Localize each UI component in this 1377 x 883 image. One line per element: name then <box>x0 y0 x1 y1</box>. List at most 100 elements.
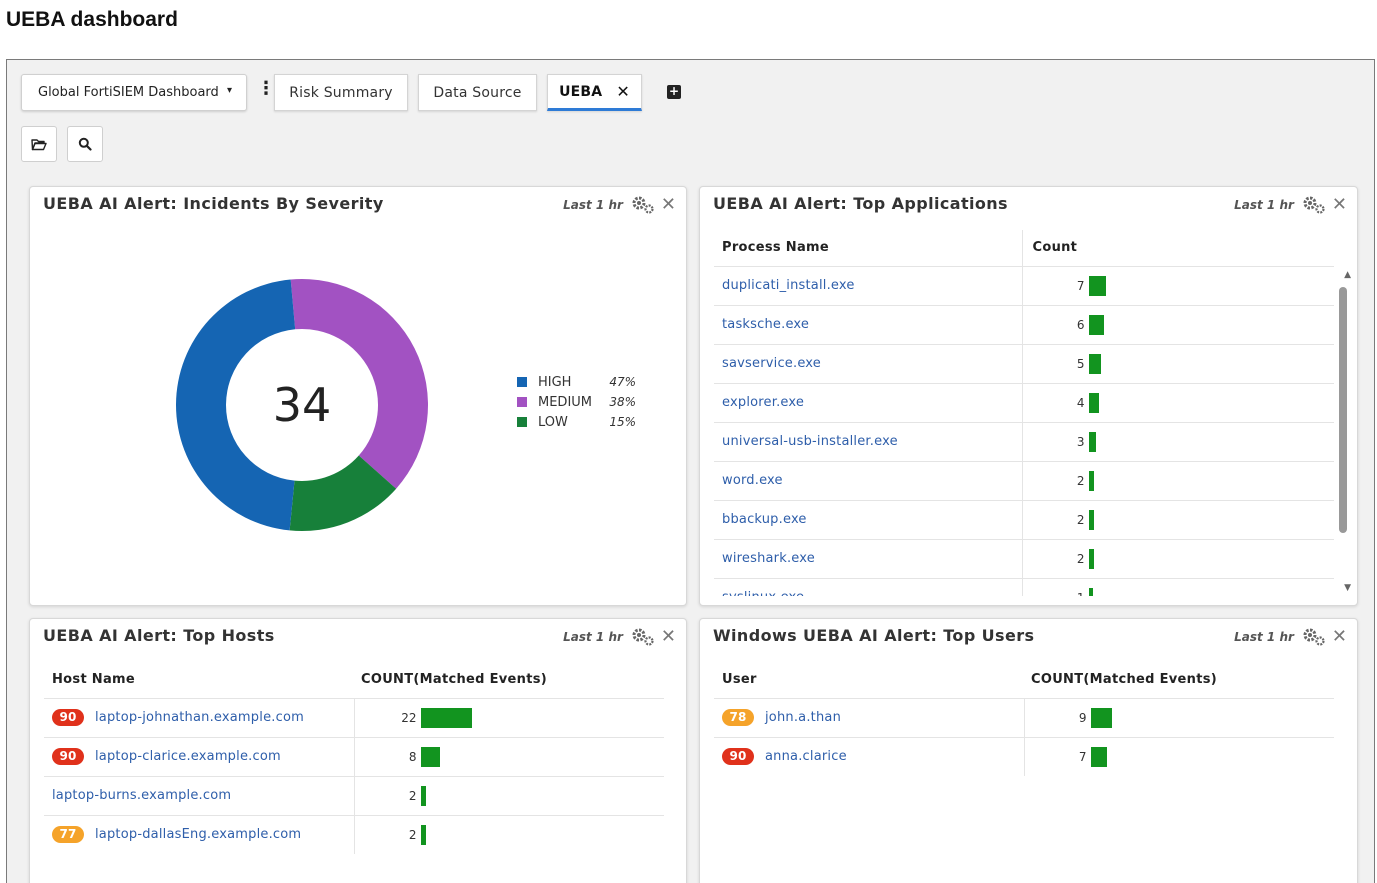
name-link[interactable]: word.exe <box>722 473 783 488</box>
name-link[interactable]: duplicati_install.exe <box>722 278 855 293</box>
name-link[interactable]: anna.clarice <box>765 749 847 765</box>
count-value: 8 <box>408 749 417 764</box>
search-button[interactable] <box>67 126 103 162</box>
dashboard-select[interactable]: Global FortiSIEM Dashboard ▾ <box>21 74 247 111</box>
tab-data-source[interactable]: Data Source <box>418 74 537 111</box>
table-row[interactable]: 90 laptop-clarice.example.com 8 <box>44 736 664 776</box>
more-icon[interactable]: ⋮ <box>257 78 275 99</box>
table-row[interactable]: tasksche.exe 6 <box>714 304 1334 344</box>
count-cell: 5 <box>1021 343 1334 383</box>
time-range-label[interactable]: Last 1 hr <box>563 630 623 644</box>
count-value: 9 <box>1078 710 1087 725</box>
scrollbar-thumb[interactable] <box>1339 287 1347 533</box>
severity-legend: HIGH 47% MEDIUM 38% LOW 15% <box>517 372 636 432</box>
table-row[interactable]: duplicati_install.exe 7 <box>714 265 1334 305</box>
dashboard-select-label: Global FortiSIEM Dashboard <box>38 85 219 100</box>
count-value: 2 <box>408 788 417 803</box>
table-row[interactable]: bbackup.exe 2 <box>714 499 1334 539</box>
table-row[interactable]: wireshark.exe 2 <box>714 538 1334 578</box>
name-link[interactable]: savservice.exe <box>722 356 821 371</box>
name-link[interactable]: laptop-burns.example.com <box>52 788 232 803</box>
scroll-up-icon[interactable]: ▲ <box>1344 270 1351 280</box>
count-value: 2 <box>408 827 417 842</box>
count-cell: 7 <box>1021 265 1334 305</box>
name-link[interactable]: laptop-dallasEng.example.com <box>95 827 302 843</box>
count-cell: 2 <box>1021 499 1334 539</box>
count-cell: 2 <box>353 775 664 815</box>
count-value: 2 <box>1076 473 1085 488</box>
table-row[interactable]: savservice.exe 5 <box>714 343 1334 383</box>
count-cell: 2 <box>1021 460 1334 500</box>
settings-gears-icon[interactable] <box>631 627 655 647</box>
tab-risk-summary[interactable]: Risk Summary <box>274 74 408 111</box>
legend-item-high[interactable]: HIGH 47% <box>517 372 636 392</box>
name-link[interactable]: syslinux.exe <box>722 590 804 596</box>
close-tab-icon[interactable]: ✕ <box>616 82 630 101</box>
name-cell: savservice.exe <box>714 343 1022 383</box>
legend-pct: 38% <box>609 395 636 409</box>
close-icon[interactable]: ✕ <box>660 626 676 647</box>
risk-score-badge: 77 <box>52 826 84 844</box>
time-range-label[interactable]: Last 1 hr <box>1234 630 1294 644</box>
donut-slice-medium[interactable] <box>290 279 429 489</box>
table-row[interactable]: word.exe 2 <box>714 460 1334 500</box>
table-row[interactable]: 90 anna.clarice 7 <box>714 736 1334 776</box>
settings-gears-icon[interactable] <box>1302 627 1326 647</box>
table-row[interactable]: explorer.exe 4 <box>714 382 1334 422</box>
count-value: 2 <box>1076 512 1085 527</box>
add-tab-icon[interactable]: + <box>667 84 681 99</box>
count-bar <box>420 785 426 806</box>
table-row[interactable]: universal-usb-installer.exe 3 <box>714 421 1334 461</box>
donut-slice-low[interactable] <box>289 455 397 531</box>
name-link[interactable]: john.a.than <box>765 710 842 725</box>
applications-table-viewport[interactable]: Process Name Count duplicati_install.exe… <box>714 230 1334 596</box>
name-cell: 77 laptop-dallasEng.example.com <box>44 814 354 854</box>
count-bar <box>420 707 472 728</box>
table-row[interactable]: 90 laptop-johnathan.example.com 22 <box>44 697 664 737</box>
name-cell: universal-usb-installer.exe <box>714 421 1022 461</box>
settings-gears-icon[interactable] <box>1302 195 1326 215</box>
column-header-count[interactable]: Count <box>1021 230 1334 266</box>
scroll-down-icon[interactable]: ▼ <box>1344 583 1351 593</box>
time-range-label[interactable]: Last 1 hr <box>1234 198 1294 212</box>
donut-slice-high[interactable] <box>175 279 296 531</box>
close-icon[interactable]: ✕ <box>1331 626 1347 647</box>
donut-total: 34 <box>273 378 332 432</box>
open-button[interactable] <box>21 126 57 162</box>
page-title: UEBA dashboard <box>6 8 178 31</box>
name-link[interactable]: laptop-clarice.example.com <box>95 749 281 764</box>
tab-ueba[interactable]: UEBA ✕ <box>547 74 642 111</box>
settings-gears-icon[interactable] <box>631 195 655 215</box>
table-row[interactable]: 78 john.a.than 9 <box>714 697 1334 737</box>
column-header-count[interactable]: COUNT(Matched Events) <box>361 672 547 688</box>
count-value: 1 <box>1023 591 1089 596</box>
panel-title: Windows UEBA AI Alert: Top Users <box>713 626 1035 645</box>
close-icon[interactable]: ✕ <box>1331 194 1347 215</box>
legend-item-low[interactable]: LOW 15% <box>517 412 636 432</box>
column-header-count[interactable]: COUNT(Matched Events) <box>1031 672 1217 688</box>
count-cell: 8 <box>353 736 664 776</box>
name-link[interactable]: bbackup.exe <box>722 512 807 527</box>
risk-score-badge: 90 <box>52 748 84 765</box>
name-link[interactable]: laptop-johnathan.example.com <box>95 710 304 725</box>
column-header-process-name[interactable]: Process Name <box>722 240 830 256</box>
legend-pct: 15% <box>609 415 636 429</box>
column-header-user[interactable]: User <box>722 672 757 688</box>
folder-open-icon <box>31 138 47 150</box>
name-cell: tasksche.exe <box>714 304 1022 344</box>
column-header-host-name[interactable]: Host Name <box>52 672 136 688</box>
time-range-label[interactable]: Last 1 hr <box>563 198 623 212</box>
table-row[interactable]: laptop-burns.example.com 2 <box>44 775 664 815</box>
name-link[interactable]: tasksche.exe <box>722 317 810 332</box>
table-row[interactable]: 77 laptop-dallasEng.example.com 2 <box>44 814 664 854</box>
count-bar <box>420 746 440 767</box>
name-link[interactable]: explorer.exe <box>722 395 805 410</box>
table-row[interactable]: syslinux.exe 1 <box>714 577 1334 596</box>
name-link[interactable]: wireshark.exe <box>722 551 815 566</box>
tab-label: Risk Summary <box>289 84 393 101</box>
close-icon[interactable]: ✕ <box>660 194 676 215</box>
legend-item-medium[interactable]: MEDIUM 38% <box>517 392 636 412</box>
count-bar <box>1088 587 1093 596</box>
count-value: 22 <box>401 710 417 725</box>
name-link[interactable]: universal-usb-installer.exe <box>722 434 898 449</box>
